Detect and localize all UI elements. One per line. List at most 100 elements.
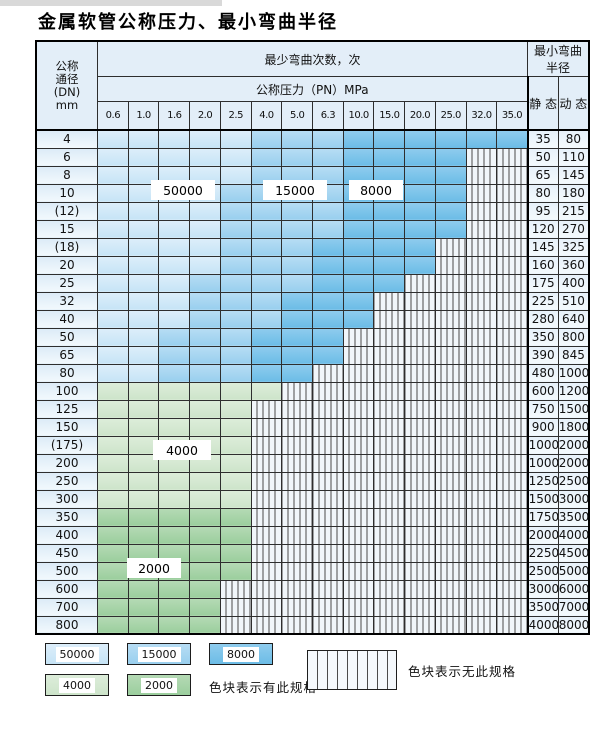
no-spec-cell bbox=[373, 489, 406, 509]
no-spec-cell bbox=[496, 273, 529, 293]
static-radius-cell: 3500 bbox=[526, 597, 559, 617]
spec-cell bbox=[97, 237, 129, 257]
spec-cell bbox=[189, 579, 221, 599]
spec-cell bbox=[97, 381, 129, 401]
spec-cell bbox=[404, 237, 436, 257]
spec-cell bbox=[189, 381, 221, 401]
dynamic-radius-cell: 8000 bbox=[557, 615, 590, 635]
no-spec-cell bbox=[312, 363, 344, 383]
no-spec-cell bbox=[465, 345, 498, 365]
dynamic-radius-cell: 2000 bbox=[557, 435, 590, 455]
spec-cell bbox=[127, 381, 160, 401]
pressure-value-header: 2.0 bbox=[189, 101, 221, 131]
dynamic-radius-cell: 4500 bbox=[557, 543, 590, 563]
spec-cell bbox=[312, 255, 344, 275]
spec-cell bbox=[219, 525, 252, 545]
spec-cell bbox=[219, 399, 252, 419]
spec-cell bbox=[434, 201, 467, 221]
dynamic-radius-cell: 360 bbox=[557, 255, 590, 275]
no-spec-swatch bbox=[307, 650, 397, 690]
spec-cell bbox=[158, 129, 191, 149]
no-spec-cell bbox=[250, 615, 283, 635]
no-spec-cell bbox=[404, 543, 436, 563]
no-spec-cell bbox=[404, 453, 436, 473]
dynamic-radius-cell: 110 bbox=[557, 147, 590, 167]
spec-cell bbox=[127, 345, 160, 365]
no-spec-cell bbox=[312, 525, 344, 545]
no-spec-cell bbox=[342, 597, 375, 617]
dn-cell: 250 bbox=[35, 471, 98, 491]
no-spec-cell bbox=[404, 507, 436, 527]
no-spec-cell bbox=[434, 255, 467, 275]
table-body: 4 35 80 6 50 110 8 65 145 10 80 180 (12) 95 215 15 120 27… bbox=[35, 129, 590, 635]
spec-cell bbox=[404, 147, 436, 167]
spec-cell bbox=[189, 327, 221, 347]
no-spec-cell bbox=[496, 219, 529, 239]
spec-cell bbox=[250, 129, 283, 149]
static-radius-cell: 50 bbox=[526, 147, 559, 167]
no-spec-cell bbox=[434, 597, 467, 617]
no-spec-cell bbox=[281, 597, 314, 617]
no-spec-cell bbox=[465, 381, 498, 401]
no-spec-cell bbox=[342, 435, 375, 455]
legend: 50000 15000 8000 4000 2000 色块表示有此规格 bbox=[45, 643, 555, 705]
no-spec-cell bbox=[434, 579, 467, 599]
no-spec-cell bbox=[281, 489, 314, 509]
no-spec-cell bbox=[434, 435, 467, 455]
no-spec-cell bbox=[434, 561, 467, 581]
no-spec-cell bbox=[373, 309, 406, 329]
no-spec-cell bbox=[434, 543, 467, 563]
dn-cell: 150 bbox=[35, 417, 98, 437]
spec-cell bbox=[219, 255, 252, 275]
spec-cell bbox=[127, 489, 160, 509]
spec-cell bbox=[97, 489, 129, 509]
spec-cell bbox=[281, 201, 314, 221]
table-row: (18) 145 325 bbox=[35, 237, 590, 257]
no-spec-cell bbox=[465, 201, 498, 221]
no-spec-cell bbox=[219, 615, 252, 635]
spec-cell bbox=[219, 561, 252, 581]
spec-cell bbox=[97, 183, 129, 203]
no-spec-cell bbox=[373, 363, 406, 383]
legend-swatch: 8000 bbox=[209, 643, 273, 665]
legend-swatch: 50000 bbox=[45, 643, 109, 665]
no-spec-cell bbox=[496, 345, 529, 365]
no-spec-cell bbox=[281, 417, 314, 437]
no-spec-cell bbox=[496, 363, 529, 383]
spec-cell bbox=[97, 327, 129, 347]
spec-cell bbox=[158, 579, 191, 599]
no-spec-cell bbox=[373, 525, 406, 545]
spec-cell bbox=[127, 309, 160, 329]
spec-cell bbox=[219, 345, 252, 365]
spec-cell bbox=[250, 327, 283, 347]
spec-cell bbox=[219, 489, 252, 509]
no-spec-cell bbox=[404, 615, 436, 635]
dn-cell: (175) bbox=[35, 435, 98, 455]
dynamic-radius-cell: 640 bbox=[557, 309, 590, 329]
no-spec-cell bbox=[404, 417, 436, 437]
no-spec-cell bbox=[404, 291, 436, 311]
pressure-value-header: 5.0 bbox=[281, 101, 314, 131]
table-row: 700 3500 7000 bbox=[35, 597, 590, 617]
static-radius-cell: 280 bbox=[526, 309, 559, 329]
static-radius-cell: 35 bbox=[526, 129, 559, 149]
no-spec-cell bbox=[312, 579, 344, 599]
no-spec-cell bbox=[496, 489, 529, 509]
spec-cell bbox=[97, 417, 129, 437]
dynamic-radius-cell: 3500 bbox=[557, 507, 590, 527]
spec-cell bbox=[250, 309, 283, 329]
no-spec-cell bbox=[465, 237, 498, 257]
pressure-bend-table: 公称 通径 (DN) mm 最少弯曲次数，次 最小弯曲半径 公称压力（PN）MP… bbox=[35, 40, 590, 635]
spec-cell bbox=[97, 435, 129, 455]
spec-cell bbox=[281, 147, 314, 167]
spec-cell bbox=[250, 381, 283, 401]
dn-cell: 200 bbox=[35, 453, 98, 473]
spec-cell bbox=[219, 291, 252, 311]
table-row: 32 225 510 bbox=[35, 291, 590, 311]
cycles-label: 2000 bbox=[127, 558, 181, 578]
no-spec-cell bbox=[465, 597, 498, 617]
spec-cell bbox=[127, 219, 160, 239]
static-radius-cell: 750 bbox=[526, 399, 559, 419]
table-row: 450 2250 4500 bbox=[35, 543, 590, 563]
no-spec-cell bbox=[465, 327, 498, 347]
